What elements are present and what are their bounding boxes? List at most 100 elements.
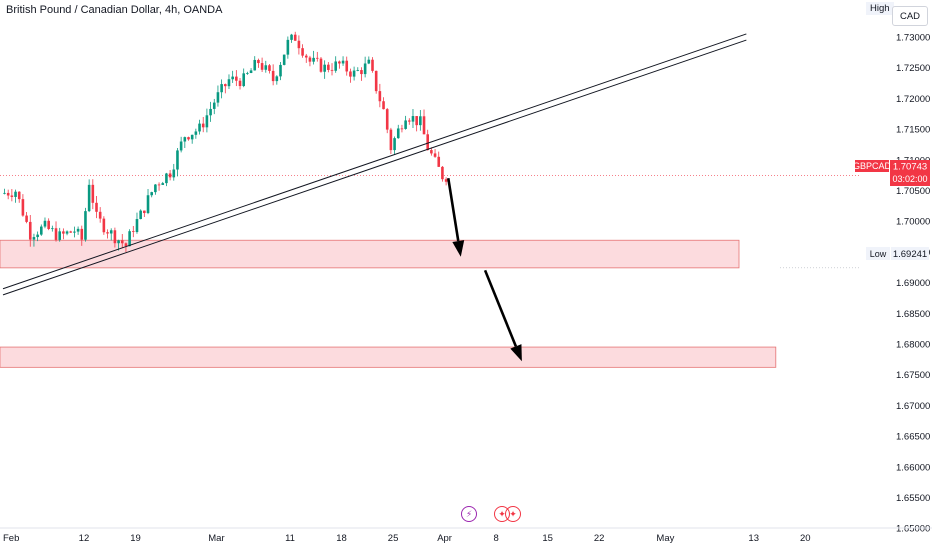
bar-countdown: 03:02:00 (892, 174, 927, 184)
candle-body (62, 231, 65, 234)
candle-body (84, 211, 87, 240)
arrow-head (510, 344, 522, 362)
y-tick-label: 1.72000 (896, 94, 930, 105)
candle-body (367, 59, 371, 64)
candle-body (286, 39, 290, 55)
supply-zones (0, 239, 777, 368)
x-tick-label: 20 (800, 533, 811, 544)
candle-body (253, 59, 257, 71)
candle-body (323, 64, 326, 72)
candle-body (51, 228, 54, 230)
candle-body (106, 232, 109, 234)
candle-body (10, 195, 14, 197)
candle-body (40, 226, 43, 235)
y-tick-label: 1.70500 (896, 186, 930, 197)
candle-body (334, 61, 337, 71)
candle-body (54, 228, 58, 240)
candle-body (408, 120, 411, 122)
last-price-tag: GBPCAD 1.70743 03:02:00 (853, 160, 930, 186)
y-tick-label: 1.67500 (896, 370, 930, 381)
candle-body (95, 202, 98, 212)
candle-body (91, 184, 95, 203)
price-axis-background (860, 0, 932, 528)
candle-body (157, 184, 161, 186)
candle-body (6, 192, 10, 196)
candle-body (150, 192, 153, 196)
x-tick-label: 13 (748, 533, 759, 544)
candle-body (209, 108, 212, 116)
y-tick-label: 1.68500 (896, 309, 930, 320)
x-tick-label: 22 (594, 533, 605, 544)
candle-body (132, 231, 135, 233)
arrow-shaft (446, 178, 460, 242)
candle-body (21, 199, 25, 216)
candle-body (143, 210, 146, 214)
x-tick-label: Feb (3, 533, 19, 544)
candle-body (98, 211, 102, 219)
x-tick-label: 11 (285, 533, 295, 544)
candle-body (117, 240, 120, 244)
candle-body (135, 219, 139, 233)
candle-body (36, 234, 39, 238)
candle-body (47, 220, 50, 230)
candle-body (161, 183, 165, 185)
candle-body (441, 166, 444, 180)
candle-body (172, 169, 176, 178)
candle-body (341, 60, 345, 64)
candle-body (14, 191, 17, 197)
candle-body (389, 129, 393, 151)
y-tick-label: 1.69000 (896, 278, 930, 289)
trendlines (2, 33, 747, 296)
currency-unit-button[interactable]: CAD (892, 6, 928, 26)
candle-body (224, 84, 227, 87)
x-tick-label: 25 (388, 533, 399, 544)
x-tick-label: Mar (208, 533, 224, 544)
candlestick-series (3, 31, 448, 253)
candle-body (198, 123, 201, 132)
candle-body (80, 228, 84, 240)
candle-body (404, 120, 407, 129)
candle-body (238, 80, 242, 87)
candle-body (246, 72, 249, 74)
candle-body (297, 40, 301, 49)
candle-body (275, 76, 279, 82)
canada-flag-event-icon-2[interactable]: ✦ (505, 506, 521, 522)
candle-body (330, 69, 334, 71)
y-tick-label: 1.72500 (896, 63, 930, 74)
x-tick-label: Apr (437, 533, 452, 544)
candle-body (382, 101, 385, 110)
chart-title: British Pound / Canadian Dollar, 4h, OAN… (6, 4, 223, 16)
y-tick-label: 1.71500 (896, 125, 930, 136)
candle-body (268, 65, 271, 71)
candle-body (257, 59, 260, 64)
y-tick-label: 1.67000 (896, 401, 930, 412)
candle-body (374, 70, 378, 92)
low-price-tag: Low 1.69241 (866, 247, 929, 260)
y-tick-label: 1.68000 (896, 340, 930, 351)
projection-arrows (446, 178, 522, 362)
candle-body (76, 228, 80, 232)
candle-body (65, 231, 69, 234)
candle-body (176, 150, 179, 170)
candle-body (58, 231, 61, 240)
candle-body (393, 138, 396, 151)
candle-body (179, 141, 183, 151)
candle-body (282, 54, 286, 65)
time-axis[interactable]: Feb 12 19 Mar 11 18 25 Apr 8 15 22 May 13 20 (0, 527, 932, 544)
candle-body (194, 131, 198, 135)
candle-body (385, 109, 389, 130)
x-tick-label: May (656, 533, 674, 544)
candle-body (363, 63, 367, 75)
candle-body (419, 116, 422, 126)
candle-body (308, 57, 312, 62)
lightning-event-icon[interactable]: ⚡ (461, 506, 477, 522)
candle-body (235, 76, 238, 81)
candle-body (69, 231, 73, 233)
arrow-head (452, 240, 465, 257)
candle-body (327, 64, 330, 70)
candle-body (17, 191, 21, 200)
candle-body (444, 179, 448, 182)
x-tick-label: 19 (130, 533, 141, 544)
price-axis[interactable]: 1.730001.725001.720001.715001.710001.705… (860, 0, 932, 535)
